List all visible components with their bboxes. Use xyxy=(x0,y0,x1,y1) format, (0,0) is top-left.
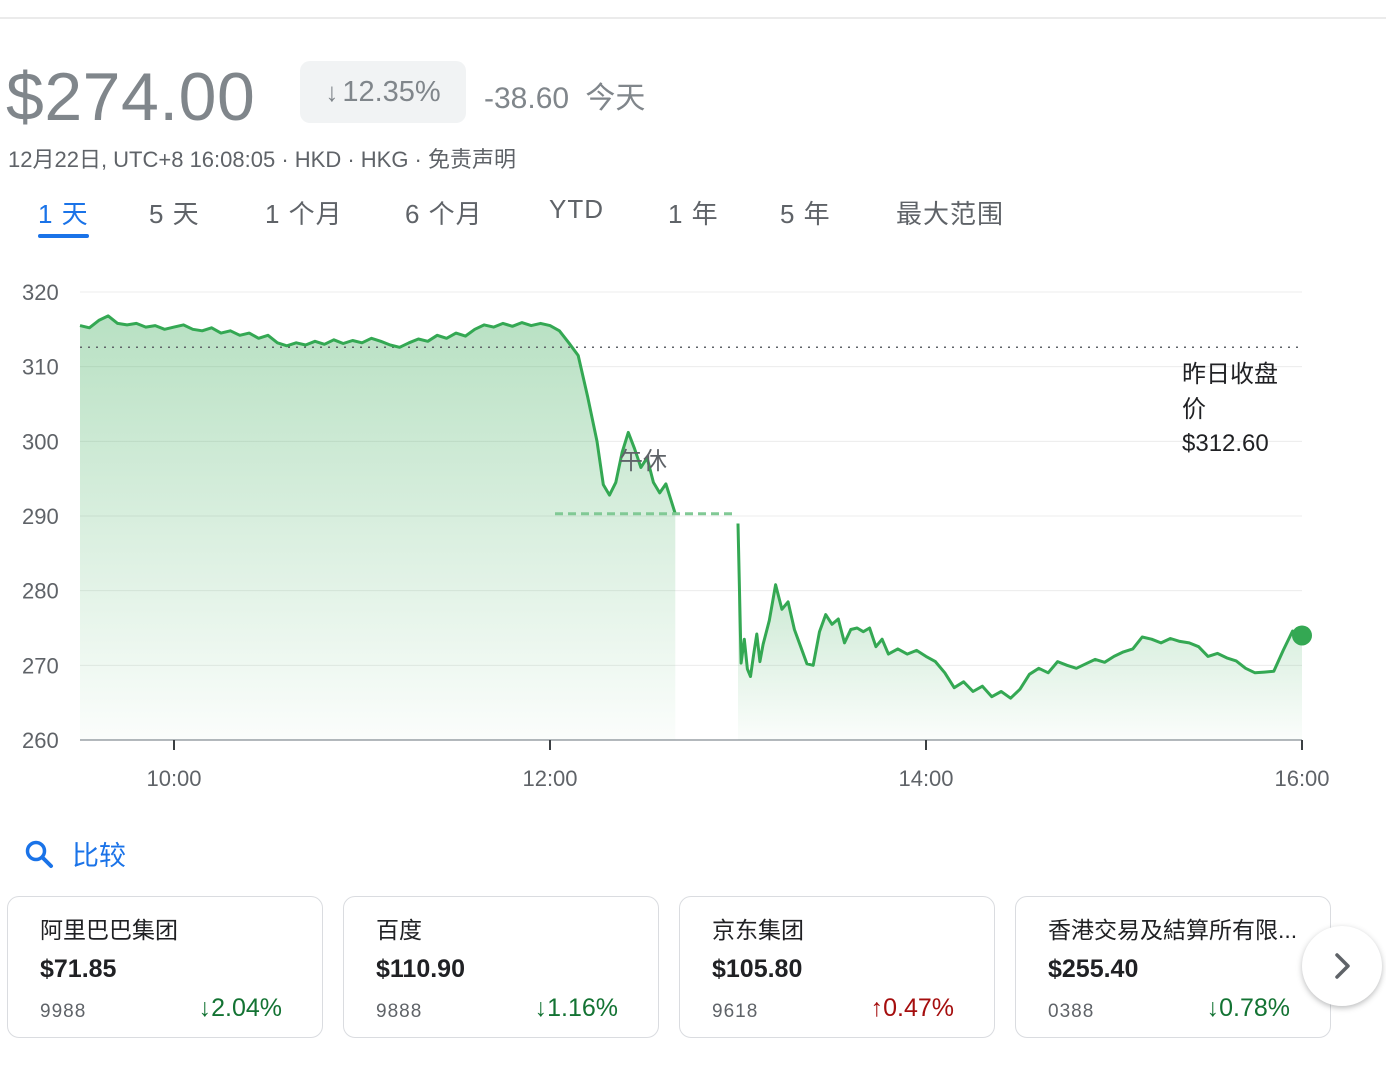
stock-name: 京东集团 xyxy=(712,917,804,943)
prev-close-label-line1: 昨日收盘 xyxy=(1182,361,1278,388)
arrow-down-icon: ↓ xyxy=(534,994,548,1022)
chart-lines xyxy=(79,314,1312,700)
stock-price: $105.80 xyxy=(712,955,803,983)
tab-ytd[interactable]: YTD xyxy=(549,194,604,224)
compare-button[interactable]: 比较 xyxy=(24,834,126,873)
x-tick-label: 14:00 xyxy=(898,766,953,791)
stock-price: $71.85 xyxy=(40,955,117,983)
y-tick-label: 280 xyxy=(22,579,59,604)
chevron-right-icon xyxy=(1335,953,1350,979)
lunch-break-label: 午休 xyxy=(619,448,667,475)
change-absolute: -38.60 今天 xyxy=(484,73,645,117)
tab-1d[interactable]: 1 天 xyxy=(38,194,89,238)
chart-labels: 320 310 300 290 280 270 260 10:00 12:00 14:00 16:0… xyxy=(22,280,1330,791)
y-tick-label: 270 xyxy=(22,653,59,678)
prev-close-label-value: $312.60 xyxy=(1182,430,1269,457)
arrow-down-icon: ↓ xyxy=(1206,994,1220,1022)
price-line-segment-1 xyxy=(79,314,677,515)
y-tick-label: 320 xyxy=(22,280,59,305)
prev-close-label-line2: 价 xyxy=(1182,396,1206,423)
stock-price: $255.40 xyxy=(1048,955,1139,983)
related-stock-card[interactable]: 百度 $110.90 9888 ↓1.16% xyxy=(343,896,659,1038)
stock-price: $110.90 xyxy=(376,955,465,983)
price-line-segment-2 xyxy=(736,523,1303,700)
stock-change: ↑0.47% xyxy=(871,994,954,1023)
stock-change-pct: 0.47% xyxy=(883,994,954,1022)
related-stock-card[interactable]: 阿里巴巴集团 $71.85 9988 ↓2.04% xyxy=(7,896,323,1038)
tab-1y[interactable]: 1 年 xyxy=(668,199,719,229)
stock-name: 香港交易及結算所有限... xyxy=(1048,917,1298,943)
arrow-down-icon: ↓ xyxy=(325,76,339,107)
compare-label: 比较 xyxy=(72,841,126,871)
tab-max[interactable]: 最大范围 xyxy=(896,199,1005,229)
change-period: 今天 xyxy=(585,82,646,115)
arrow-up-icon: ↑ xyxy=(870,994,884,1022)
stock-code: 9988 xyxy=(40,1001,87,1022)
stock-change: ↓0.78% xyxy=(1207,994,1290,1023)
search-icon xyxy=(25,840,53,868)
stock-change-pct: 2.04% xyxy=(211,994,282,1022)
x-tick-label: 16:00 xyxy=(1274,766,1329,791)
related-stock-card[interactable]: 京东集团 $105.80 9618 ↑0.47% xyxy=(679,896,995,1038)
stock-code: 9618 xyxy=(712,1001,759,1022)
stock-name: 阿里巴巴集团 xyxy=(40,917,178,943)
stock-code: 0388 xyxy=(1048,1001,1095,1022)
stock-code: 9888 xyxy=(376,1001,423,1022)
tab-5d[interactable]: 5 天 xyxy=(149,199,200,229)
current-price: $274.00 xyxy=(6,59,256,135)
top-divider xyxy=(0,17,1386,19)
y-tick-label: 310 xyxy=(22,355,59,380)
stock-change-pct: 1.16% xyxy=(547,994,618,1022)
tab-5y[interactable]: 5 年 xyxy=(780,199,831,229)
arrow-down-icon: ↓ xyxy=(198,994,212,1022)
area-fill-segment-2 xyxy=(738,523,1302,740)
change-percent-badge: ↓ 12.35% xyxy=(300,61,466,123)
change-percent: 12.35% xyxy=(342,75,441,108)
x-tick-label: 10:00 xyxy=(146,766,201,791)
y-tick-label: 290 xyxy=(22,504,59,529)
next-cards-button[interactable] xyxy=(1302,926,1382,1006)
y-tick-label: 300 xyxy=(22,429,59,454)
price-chart[interactable]: 320 310 300 290 280 270 260 10:00 12:00 14:00 16:0… xyxy=(0,270,1386,810)
stock-change: ↓1.16% xyxy=(535,994,618,1023)
quote-meta[interactable]: 12月22日, UTC+8 16:08:05 · HKD · HKG · 免责声… xyxy=(8,147,516,172)
tab-6m[interactable]: 6 个月 xyxy=(405,199,483,229)
change-value: -38.60 xyxy=(484,82,570,115)
stock-change: ↓2.04% xyxy=(199,994,282,1023)
current-price-marker xyxy=(1292,625,1312,646)
stock-name: 百度 xyxy=(376,917,422,943)
tab-1m[interactable]: 1 个月 xyxy=(265,199,343,229)
y-tick-label: 260 xyxy=(22,728,59,753)
stock-change-pct: 0.78% xyxy=(1219,994,1290,1022)
area-fill-segment-1 xyxy=(80,315,676,740)
chart-area-fill xyxy=(80,315,1302,740)
related-stock-card[interactable]: 香港交易及結算所有限... $255.40 0388 ↓0.78% xyxy=(1015,896,1331,1038)
x-tick-label: 12:00 xyxy=(522,766,577,791)
